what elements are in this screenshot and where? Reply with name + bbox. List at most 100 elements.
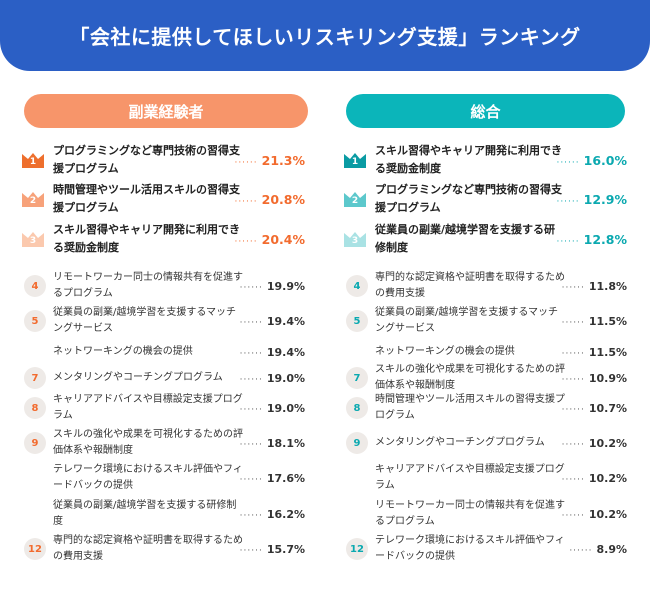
percentage: 18.1%	[266, 436, 305, 450]
item-value: ······ 8.9%	[569, 543, 627, 556]
crown-icon: 3	[344, 231, 366, 247]
item-label: プログラミングなど専門技術の習得支援プログラム	[375, 183, 562, 214]
item-label: 専門的な認定資格や証明書を取得するための費用支援	[53, 535, 243, 562]
rank-badge: 4	[346, 275, 368, 297]
percentage: 10.7%	[588, 401, 627, 415]
percentage: 16.2%	[266, 507, 305, 521]
percentage: 11.8%	[588, 279, 627, 293]
item-label: 従業員の副業/越境学習を支援する研修制度	[53, 500, 237, 527]
percentage: 16.0%	[583, 152, 627, 168]
rank-badge: 9	[346, 432, 368, 454]
leader-dots: ······	[239, 348, 263, 359]
ranking-row: 12 テレワーク環境におけるスキル評価やフィードバックの提供 ······ 8.9%	[322, 531, 647, 567]
rank-badge: 12	[24, 538, 46, 560]
item-value: ······ 21.3%	[234, 153, 305, 168]
ranking-row: 12 専門的な認定資格や証明書を取得するための費用支援 ······ 15.7%	[0, 531, 325, 567]
crown-icon: 1	[22, 152, 44, 168]
leader-dots: ······	[556, 236, 580, 247]
ranking-row: 8 キャリアアドバイスや目標設定支援プログラム ······ 19.0%	[0, 390, 325, 426]
item-label: リモートワーカー同士の情報共有を促進するプログラム	[375, 500, 565, 527]
ranking-row: 5 従業員の副業/越境学習を支援するマッチングサービス ······ 11.5%	[322, 303, 647, 339]
side-job-ranking: 1 プログラミングなど専門技術の習得支援プログラム ······ 21.3% 2 時間管理…	[0, 144, 325, 567]
item-value: ······ 11.5%	[562, 315, 627, 328]
ranking-row: 3 従業員の副業/越境学習を支援する研修制度 ······ 12.8%	[322, 221, 647, 257]
percentage: 17.6%	[266, 471, 305, 485]
item-value: ······ 10.9%	[562, 372, 627, 385]
rank-badge: 7	[346, 367, 368, 389]
item-label: 時間管理やツール活用スキルの習得支援プログラム	[53, 183, 240, 214]
leader-dots: ······	[239, 439, 263, 450]
item-value: ······ 10.2%	[562, 472, 627, 485]
item-label: 時間管理やツール活用スキルの習得支援プログラム	[375, 394, 565, 421]
item-value: ······ 16.2%	[240, 508, 305, 521]
item-value: ······ 10.2%	[562, 437, 627, 450]
rank-badge: 7	[24, 367, 46, 389]
crown-icon: 3	[22, 231, 44, 247]
leader-dots: ······	[561, 474, 585, 485]
ranking-row: 4 専門的な認定資格や証明書を取得するための費用支援 ······ 11.8%	[322, 268, 647, 304]
rank-badge: 8	[346, 397, 368, 419]
item-label: キャリアアドバイスや目標設定支援プログラム	[375, 464, 565, 491]
item-label: 従業員の副業/越境学習を支援するマッチングサービス	[375, 307, 558, 334]
ranking-row: 9 スキルの強化や成果を可視化するための評価体系や報酬制度 ······ 18.1%	[0, 425, 325, 461]
item-label: スキルの強化や成果を可視化するための評価体系や報酬制度	[375, 364, 565, 391]
ranking-row: リモートワーカー同士の情報共有を促進するプログラム ······ 10.2%	[322, 496, 647, 532]
ranking-row: 3 スキル習得やキャリア開発に利用できる奨励金制度 ······ 20.4%	[0, 221, 325, 257]
item-label: スキルの強化や成果を可視化するための評価体系や報酬制度	[53, 429, 243, 456]
leader-dots: ······	[561, 282, 585, 293]
leader-dots: ······	[556, 196, 580, 207]
percentage: 19.0%	[266, 371, 305, 385]
item-label: テレワーク環境におけるスキル評価やフィードバックの提供	[375, 535, 565, 562]
item-label: 従業員の副業/越境学習を支援するマッチングサービス	[53, 307, 236, 334]
item-label: テレワーク環境におけるスキル評価やフィードバックの提供	[53, 464, 243, 491]
percentage: 10.2%	[588, 507, 627, 521]
percentage: 10.2%	[588, 436, 627, 450]
item-value: ······ 17.6%	[240, 472, 305, 485]
item-label: 従業員の副業/越境学習を支援する研修制度	[375, 223, 556, 254]
ranking-row: テレワーク環境におけるスキル評価やフィードバックの提供 ······ 17.6%	[0, 460, 325, 496]
leader-dots: ······	[234, 196, 258, 207]
item-value: ······ 15.7%	[240, 543, 305, 556]
percentage: 11.5%	[588, 345, 627, 359]
item-value: ······ 19.0%	[240, 372, 305, 385]
rank-badge: 5	[24, 310, 46, 332]
page-title: 「会社に提供してほしいリスキリング支援」ランキング	[69, 25, 581, 49]
rank-badge: 5	[346, 310, 368, 332]
percentage: 10.9%	[588, 371, 627, 385]
item-value: ······ 16.0%	[556, 153, 627, 168]
ranking-row: ネットワーキングの機会の提供 ······ 19.4%	[0, 334, 325, 370]
percentage: 19.9%	[266, 279, 305, 293]
item-value: ······ 19.0%	[240, 402, 305, 415]
leader-dots: ······	[561, 374, 585, 385]
item-label: キャリアアドバイスや目標設定支援プログラム	[53, 394, 243, 421]
side-job-heading: 副業経験者	[24, 94, 308, 128]
leader-dots: ······	[239, 404, 263, 415]
rank-badge: 4	[24, 275, 46, 297]
crown-icon: 1	[344, 152, 366, 168]
leader-dots: ······	[239, 282, 263, 293]
leader-dots: ······	[239, 510, 263, 521]
ranking-row: 1 スキル習得やキャリア開発に利用できる奨励金制度 ······ 16.0%	[322, 142, 647, 178]
leader-dots: ······	[561, 439, 585, 450]
item-value: ······ 20.4%	[234, 232, 305, 247]
percentage: 15.7%	[266, 542, 305, 556]
leader-dots: ······	[234, 236, 258, 247]
ranking-row: 2 時間管理やツール活用スキルの習得支援プログラム ······ 20.8%	[0, 181, 325, 217]
item-label: メンタリングやコーチングプログラム	[375, 437, 545, 448]
item-value: ······ 12.8%	[556, 232, 627, 247]
ranking-row: 5 従業員の副業/越境学習を支援するマッチングサービス ······ 19.4%	[0, 303, 325, 339]
ranking-row: 7 スキルの強化や成果を可視化するための評価体系や報酬制度 ······ 10.9%	[322, 360, 647, 396]
item-label: 専門的な認定資格や証明書を取得するための費用支援	[375, 272, 565, 299]
item-label: スキル習得やキャリア開発に利用できる奨励金制度	[375, 144, 562, 175]
percentage: 11.5%	[588, 314, 627, 328]
item-value: ······ 12.9%	[556, 192, 627, 207]
item-label: プログラミングなど専門技術の習得支援プログラム	[53, 144, 240, 175]
rank-badge: 8	[24, 397, 46, 419]
percentage: 19.4%	[266, 314, 305, 328]
percentage: 10.2%	[588, 471, 627, 485]
ranking-row: 2 プログラミングなど専門技術の習得支援プログラム ······ 12.9%	[322, 181, 647, 217]
leader-dots: ······	[561, 510, 585, 521]
crown-icon: 2	[344, 191, 366, 207]
item-value: ······ 10.2%	[562, 508, 627, 521]
item-label: リモートワーカー同士の情報共有を促進するプログラム	[53, 272, 243, 299]
